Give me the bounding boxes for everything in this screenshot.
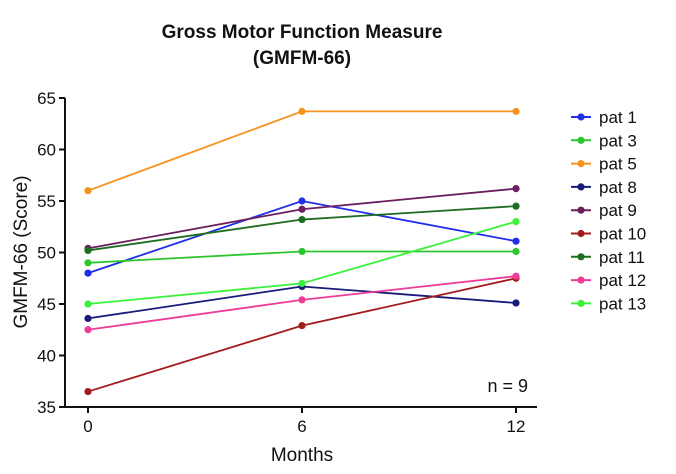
data-point xyxy=(512,202,520,210)
legend-label: pat 3 xyxy=(599,131,637,150)
series-line xyxy=(87,110,516,192)
series-pat-1 xyxy=(84,197,520,277)
legend-swatch-marker xyxy=(577,183,585,191)
data-point xyxy=(512,247,520,256)
series-pat-11 xyxy=(84,202,520,255)
legend-item: pat 13 xyxy=(571,294,646,313)
data-point xyxy=(298,322,306,330)
y-axis-label: GMFM-66 (Score) xyxy=(11,175,32,328)
data-point xyxy=(298,279,306,287)
legend-item: pat 1 xyxy=(571,108,637,127)
series-pat-12 xyxy=(84,272,520,334)
data-point xyxy=(298,107,306,115)
legend-label: pat 10 xyxy=(599,225,646,244)
legend-item: pat 3 xyxy=(571,131,637,150)
data-point xyxy=(298,296,306,304)
legend-swatch-marker xyxy=(577,229,585,238)
data-point xyxy=(298,247,306,256)
data-point xyxy=(298,197,306,205)
legend-swatch-marker xyxy=(577,253,585,261)
legend-item: pat 10 xyxy=(571,225,646,244)
x-tick-label: 6 xyxy=(297,417,306,436)
legend-label: pat 1 xyxy=(599,108,637,127)
series-pat-5 xyxy=(84,107,520,195)
data-point xyxy=(84,259,92,267)
data-point xyxy=(512,237,520,245)
x-axis-label: Months xyxy=(271,445,333,466)
legend-label: pat 13 xyxy=(599,294,646,313)
chart-title-line2: (GMFM-66) xyxy=(253,48,351,69)
series-pat-10 xyxy=(84,274,520,396)
y-tick-label: 50 xyxy=(37,244,56,263)
legend-label: pat 11 xyxy=(599,248,645,267)
data-point xyxy=(84,269,92,277)
legend: pat 1 pat 3 pat 5 pat 8 pat 9 pat 10 pat 11 pat… xyxy=(571,108,646,313)
data-point xyxy=(512,107,520,115)
y-tick-label: 35 xyxy=(37,398,56,417)
series-layer xyxy=(84,107,520,396)
axes: 35 40 45 50 55 60 65 0 6 12 xyxy=(37,89,537,436)
legend-label: pat 8 xyxy=(599,178,637,197)
data-point xyxy=(84,387,92,396)
legend-label: pat 5 xyxy=(599,155,637,174)
legend-swatch-marker xyxy=(577,299,585,307)
data-point xyxy=(298,205,306,213)
legend-swatch-marker xyxy=(577,206,585,214)
data-point xyxy=(512,218,520,226)
series-pat-13 xyxy=(84,218,520,308)
series-pat-3 xyxy=(84,247,520,267)
y-tick-label: 60 xyxy=(37,141,56,160)
sample-size-annotation: n = 9 xyxy=(487,376,528,396)
y-tick-label: 45 xyxy=(37,295,56,314)
chart-title-line1: Gross Motor Function Measure xyxy=(162,22,443,43)
data-point xyxy=(84,326,92,334)
data-point xyxy=(512,299,520,307)
y-tick-label: 65 xyxy=(37,89,56,108)
legend-swatch-marker xyxy=(577,160,585,168)
legend-label: pat 12 xyxy=(599,271,646,290)
data-point xyxy=(84,246,92,255)
data-point xyxy=(84,187,92,195)
data-point xyxy=(512,272,520,280)
y-tick-label: 40 xyxy=(37,347,56,366)
legend-item: pat 8 xyxy=(571,178,637,197)
series-line xyxy=(87,277,517,393)
legend-label: pat 9 xyxy=(599,201,637,220)
legend-item: pat 9 xyxy=(571,201,637,220)
x-tick-label: 12 xyxy=(507,417,526,436)
legend-swatch-marker xyxy=(577,276,585,284)
x-tick-label: 0 xyxy=(83,417,92,436)
data-point xyxy=(298,215,306,224)
legend-item: pat 5 xyxy=(571,155,637,174)
y-tick-label: 55 xyxy=(37,192,56,211)
legend-swatch-marker xyxy=(577,113,585,121)
legend-item: pat 12 xyxy=(571,271,646,290)
legend-swatch-marker xyxy=(577,136,585,144)
data-point xyxy=(84,314,92,323)
data-point xyxy=(84,300,92,308)
legend-item: pat 11 xyxy=(571,248,645,267)
data-point xyxy=(512,185,520,193)
